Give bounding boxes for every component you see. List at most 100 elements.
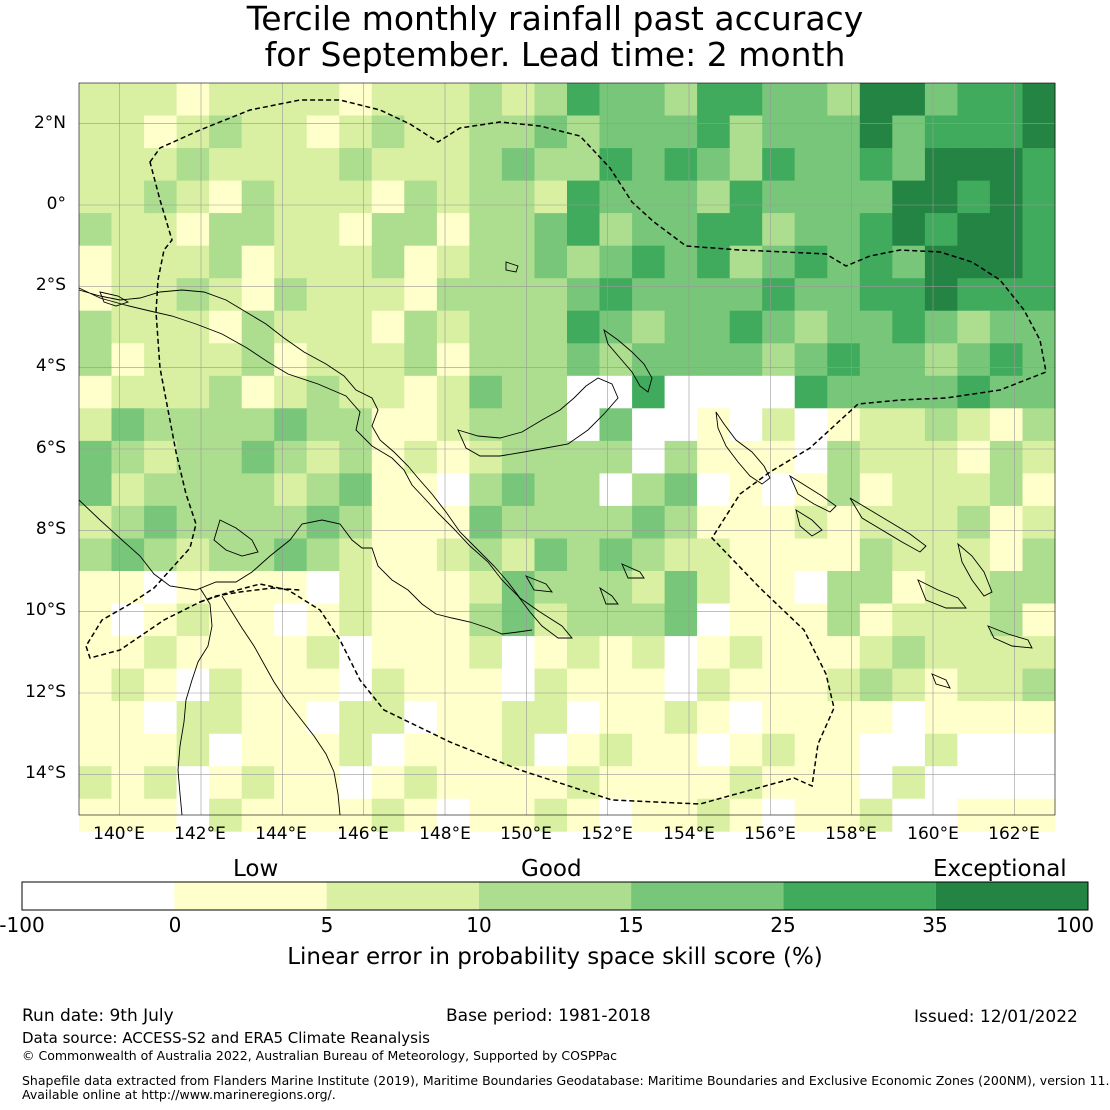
skill-grid-cells bbox=[79, 83, 1056, 832]
skill-grid-cell bbox=[209, 213, 243, 247]
skill-grid-cell bbox=[989, 245, 1023, 279]
skill-grid-cell bbox=[274, 440, 308, 474]
skill-grid-cell bbox=[664, 733, 698, 767]
skill-grid-cell bbox=[404, 278, 438, 312]
skill-grid-cell bbox=[241, 278, 275, 312]
skill-grid-cell bbox=[501, 538, 535, 572]
skill-grid-cell bbox=[794, 440, 828, 474]
colorbar-tick: 10 bbox=[466, 913, 492, 937]
skill-grid-cell bbox=[176, 245, 210, 279]
skill-grid-cell bbox=[762, 408, 796, 442]
skill-grid-cell bbox=[534, 440, 568, 474]
skill-grid-cell bbox=[794, 83, 828, 116]
skill-grid-cell bbox=[794, 115, 828, 149]
skill-grid-cell bbox=[762, 343, 796, 377]
skill-grid-cell bbox=[632, 278, 666, 312]
base-period: Base period: 1981-2018 bbox=[446, 1006, 651, 1026]
skill-grid-cell bbox=[892, 571, 926, 604]
skill-grid-cell bbox=[469, 278, 503, 312]
skill-grid-cell bbox=[534, 180, 568, 214]
lon-label-140e: 140°E bbox=[93, 824, 145, 844]
cape-york-coastline bbox=[177, 587, 213, 816]
skill-grid-cell bbox=[469, 310, 503, 344]
skill-grid-cell bbox=[306, 473, 340, 507]
skill-grid-cell bbox=[632, 701, 666, 735]
skill-grid-cell bbox=[469, 440, 503, 474]
skill-grid-cell bbox=[79, 766, 112, 800]
skill-grid-cell bbox=[924, 310, 958, 344]
skill-grid-cell bbox=[827, 571, 861, 604]
skill-grid-cell bbox=[501, 701, 535, 735]
skill-grid-cell bbox=[1022, 408, 1056, 442]
lon-label-148e: 148°E bbox=[419, 824, 471, 844]
skill-grid-cell bbox=[599, 668, 633, 702]
skill-grid-cell bbox=[827, 180, 861, 214]
skill-grid-cell bbox=[664, 375, 698, 409]
skill-grid-cell bbox=[209, 375, 243, 409]
skill-grid-cell bbox=[664, 603, 698, 637]
skill-grid-cell bbox=[241, 440, 275, 474]
skill-grid-cell bbox=[697, 83, 731, 116]
skill-grid-cell bbox=[274, 83, 308, 116]
skill-grid-cell bbox=[534, 408, 568, 442]
skill-grid-cell bbox=[144, 148, 178, 182]
lat-label-14s: 14°S bbox=[25, 763, 66, 783]
skill-grid-cell bbox=[924, 115, 958, 149]
map-frame bbox=[78, 82, 1056, 816]
skill-grid-cell bbox=[436, 375, 470, 409]
skill-grid-cell bbox=[274, 310, 308, 344]
skill-grid-cell bbox=[957, 148, 991, 182]
colorbar-category-exceptional: Exceptional bbox=[933, 856, 1067, 882]
skill-grid-cell bbox=[111, 343, 145, 377]
skill-grid-cell bbox=[176, 213, 210, 247]
skill-grid-cell bbox=[957, 375, 991, 409]
lat-label-6s: 6°S bbox=[35, 438, 66, 458]
skill-grid-cell bbox=[79, 603, 112, 637]
skill-grid-cell bbox=[729, 278, 763, 312]
colorbar-tick: 35 bbox=[922, 913, 948, 937]
skill-grid-cell bbox=[827, 505, 861, 539]
skill-grid-cell bbox=[957, 571, 991, 604]
santa-isabel-coastline bbox=[849, 497, 927, 553]
skill-grid-cell bbox=[567, 538, 600, 572]
skill-grid-cell bbox=[469, 245, 503, 279]
skill-grid-cell bbox=[794, 473, 828, 507]
skill-grid-cell bbox=[79, 571, 112, 604]
skill-grid-cell bbox=[436, 733, 470, 767]
skill-grid-cell bbox=[534, 310, 568, 344]
skill-grid-cell bbox=[697, 343, 731, 377]
makira-coastline bbox=[987, 625, 1033, 649]
colorbar-segment bbox=[478, 882, 632, 910]
skill-grid-cell bbox=[924, 571, 958, 604]
skill-grid-cell bbox=[501, 473, 535, 507]
skill-grid-cell bbox=[534, 505, 568, 539]
skill-grid-cell bbox=[1022, 571, 1056, 604]
skill-grid-cell bbox=[794, 180, 828, 214]
skill-grid-cell bbox=[924, 180, 958, 214]
skill-grid-cell bbox=[306, 538, 340, 572]
skill-grid-cell bbox=[762, 701, 796, 735]
skill-grid-cell bbox=[534, 668, 568, 702]
skill-grid-cell bbox=[827, 603, 861, 637]
skill-grid-cell bbox=[436, 603, 470, 637]
skill-grid-cell bbox=[632, 343, 666, 377]
skill-grid-cell bbox=[209, 571, 243, 604]
skill-grid-cell bbox=[892, 701, 926, 735]
skill-grid-cell bbox=[241, 766, 275, 800]
skill-grid-cell bbox=[306, 245, 340, 279]
skill-grid-cell bbox=[404, 766, 438, 800]
skill-grid-cell bbox=[664, 636, 698, 670]
skill-grid-cell bbox=[79, 83, 112, 116]
skill-grid-cell bbox=[924, 733, 958, 767]
skill-grid-cell bbox=[339, 603, 373, 637]
skill-grid-cell bbox=[176, 473, 210, 507]
skill-grid-cell bbox=[144, 408, 178, 442]
skill-grid-cell bbox=[404, 115, 438, 149]
skill-grid-cell bbox=[111, 603, 145, 637]
new-britain-coastline bbox=[457, 377, 619, 457]
skill-grid-cell bbox=[144, 701, 178, 735]
skill-grid-cell bbox=[371, 343, 405, 377]
skill-grid-cell bbox=[436, 538, 470, 572]
skill-grid-cell bbox=[924, 603, 958, 637]
issued-date: Issued: 12/01/2022 bbox=[914, 1007, 1078, 1027]
